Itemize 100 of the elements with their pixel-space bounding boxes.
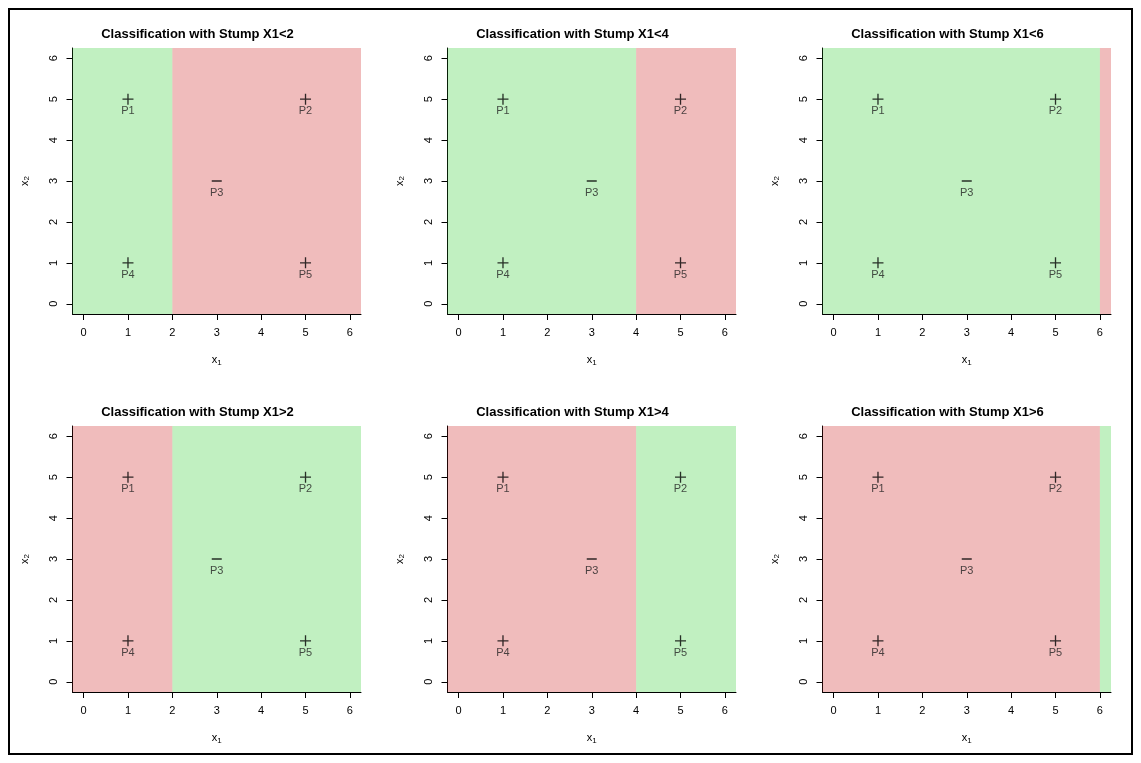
x-tick-label: 5 — [1052, 703, 1059, 715]
y-tick-label: 4 — [422, 137, 434, 144]
data-label: P4 — [121, 645, 135, 658]
x-tick-label: 4 — [633, 325, 640, 338]
data-label: P3 — [585, 563, 599, 575]
point — [497, 471, 509, 483]
data-label: P2 — [298, 481, 313, 494]
x-tick-label: 3 — [588, 325, 595, 338]
y-tick-label: 3 — [47, 177, 59, 185]
y-tick-label: 3 — [797, 177, 809, 185]
data-label: P5 — [673, 267, 688, 280]
x-tick-label: 4 — [258, 325, 265, 338]
y-tick-label: 5 — [797, 96, 809, 103]
x-tick-label: 5 — [302, 325, 309, 338]
y-tick-label: 2 — [47, 596, 59, 603]
data-label: P1 — [121, 104, 135, 117]
x-tick-label: 6 — [721, 703, 728, 715]
point — [675, 257, 687, 269]
chart-title: Classification with Stump X1<6 — [851, 26, 1044, 41]
y-tick-label: 1 — [797, 637, 809, 644]
x-tick-label: 5 — [302, 703, 309, 715]
point — [300, 634, 312, 646]
point — [497, 257, 509, 269]
y-tick-label: 1 — [422, 259, 434, 266]
x-tick-label: 0 — [80, 703, 87, 715]
y-axis-title: x2 — [767, 552, 781, 564]
y-tick-label: 4 — [797, 514, 809, 521]
y-tick-label: 6 — [797, 55, 809, 62]
y-axis-title: x2 — [17, 552, 31, 564]
y-tick-label: 3 — [797, 555, 809, 562]
x-tick-label: 1 — [499, 325, 507, 338]
point — [675, 471, 687, 483]
y-tick-label: 0 — [422, 300, 434, 307]
data-label: P5 — [298, 267, 313, 280]
x-tick-label: 2 — [169, 325, 176, 338]
y-axis-title: x2 — [17, 175, 31, 186]
data-label: P3 — [210, 563, 224, 575]
y-tick-label: 2 — [797, 218, 809, 225]
x-tick-label: 4 — [633, 703, 640, 715]
y-tick-label: 4 — [47, 137, 59, 144]
y-tick-label: 5 — [47, 96, 59, 103]
data-label: P5 — [673, 645, 688, 658]
point — [122, 93, 134, 105]
y-tick-label: 1 — [47, 259, 59, 266]
y-tick-label: 6 — [47, 55, 59, 62]
y-tick-label: 6 — [797, 432, 809, 439]
y-tick-label: 2 — [422, 596, 434, 603]
point — [122, 634, 134, 646]
point — [1050, 634, 1062, 646]
x-tick-label: 6 — [1096, 703, 1103, 715]
data-label: P4 — [121, 267, 135, 280]
y-tick-label: 1 — [47, 637, 59, 644]
y-tick-label: 5 — [797, 473, 809, 480]
y-tick-label: 6 — [422, 55, 434, 62]
x-tick-label: 3 — [588, 703, 595, 715]
y-tick-label: 1 — [422, 637, 434, 644]
data-label: P4 — [871, 645, 885, 658]
point — [300, 471, 312, 483]
y-tick-label: 0 — [797, 678, 809, 685]
data-label: P5 — [298, 645, 313, 658]
y-tick-label: 4 — [422, 514, 434, 521]
data-label: P3 — [960, 185, 974, 198]
data-label: P4 — [496, 267, 510, 280]
x-tick-label: 1 — [874, 325, 882, 338]
y-tick-label: 2 — [422, 218, 434, 225]
x-tick-label: 0 — [830, 703, 837, 715]
point — [872, 93, 884, 105]
data-label: P1 — [496, 481, 510, 494]
x-tick-label: 3 — [213, 325, 220, 338]
x-tick-label: 2 — [544, 703, 551, 715]
data-label: P5 — [1048, 645, 1063, 658]
data-label: P1 — [121, 481, 135, 494]
x-tick-label: 1 — [124, 325, 132, 338]
point — [872, 257, 884, 269]
y-tick-label: 5 — [422, 96, 434, 103]
x-tick-label: 0 — [455, 325, 462, 338]
point — [1050, 257, 1062, 269]
x-tick-label: 0 — [455, 703, 462, 715]
chart-title: Classification with Stump X1<4 — [476, 26, 670, 41]
x-tick-label: 5 — [1052, 325, 1059, 338]
data-label: P2 — [673, 481, 688, 494]
x-tick-label: 1 — [499, 703, 507, 715]
x-tick-label: 2 — [544, 325, 551, 338]
y-axis-title: x2 — [767, 175, 781, 186]
point — [675, 93, 687, 105]
y-axis-title: x2 — [392, 175, 406, 186]
y-tick-label: 0 — [797, 300, 809, 307]
y-tick-label: 6 — [47, 432, 59, 439]
x-tick-label: 3 — [213, 703, 220, 715]
y-tick-label: 5 — [47, 473, 59, 480]
y-tick-label: 4 — [47, 514, 59, 521]
x-tick-label: 6 — [721, 325, 728, 338]
y-tick-label: 5 — [422, 473, 434, 480]
x-tick-label: 6 — [346, 703, 353, 715]
data-label: P2 — [1048, 481, 1063, 494]
x-tick-label: 6 — [1096, 325, 1103, 338]
y-tick-label: 2 — [47, 218, 59, 225]
data-label: P3 — [585, 185, 599, 198]
y-axis-title: x2 — [392, 552, 406, 564]
point — [872, 471, 884, 483]
